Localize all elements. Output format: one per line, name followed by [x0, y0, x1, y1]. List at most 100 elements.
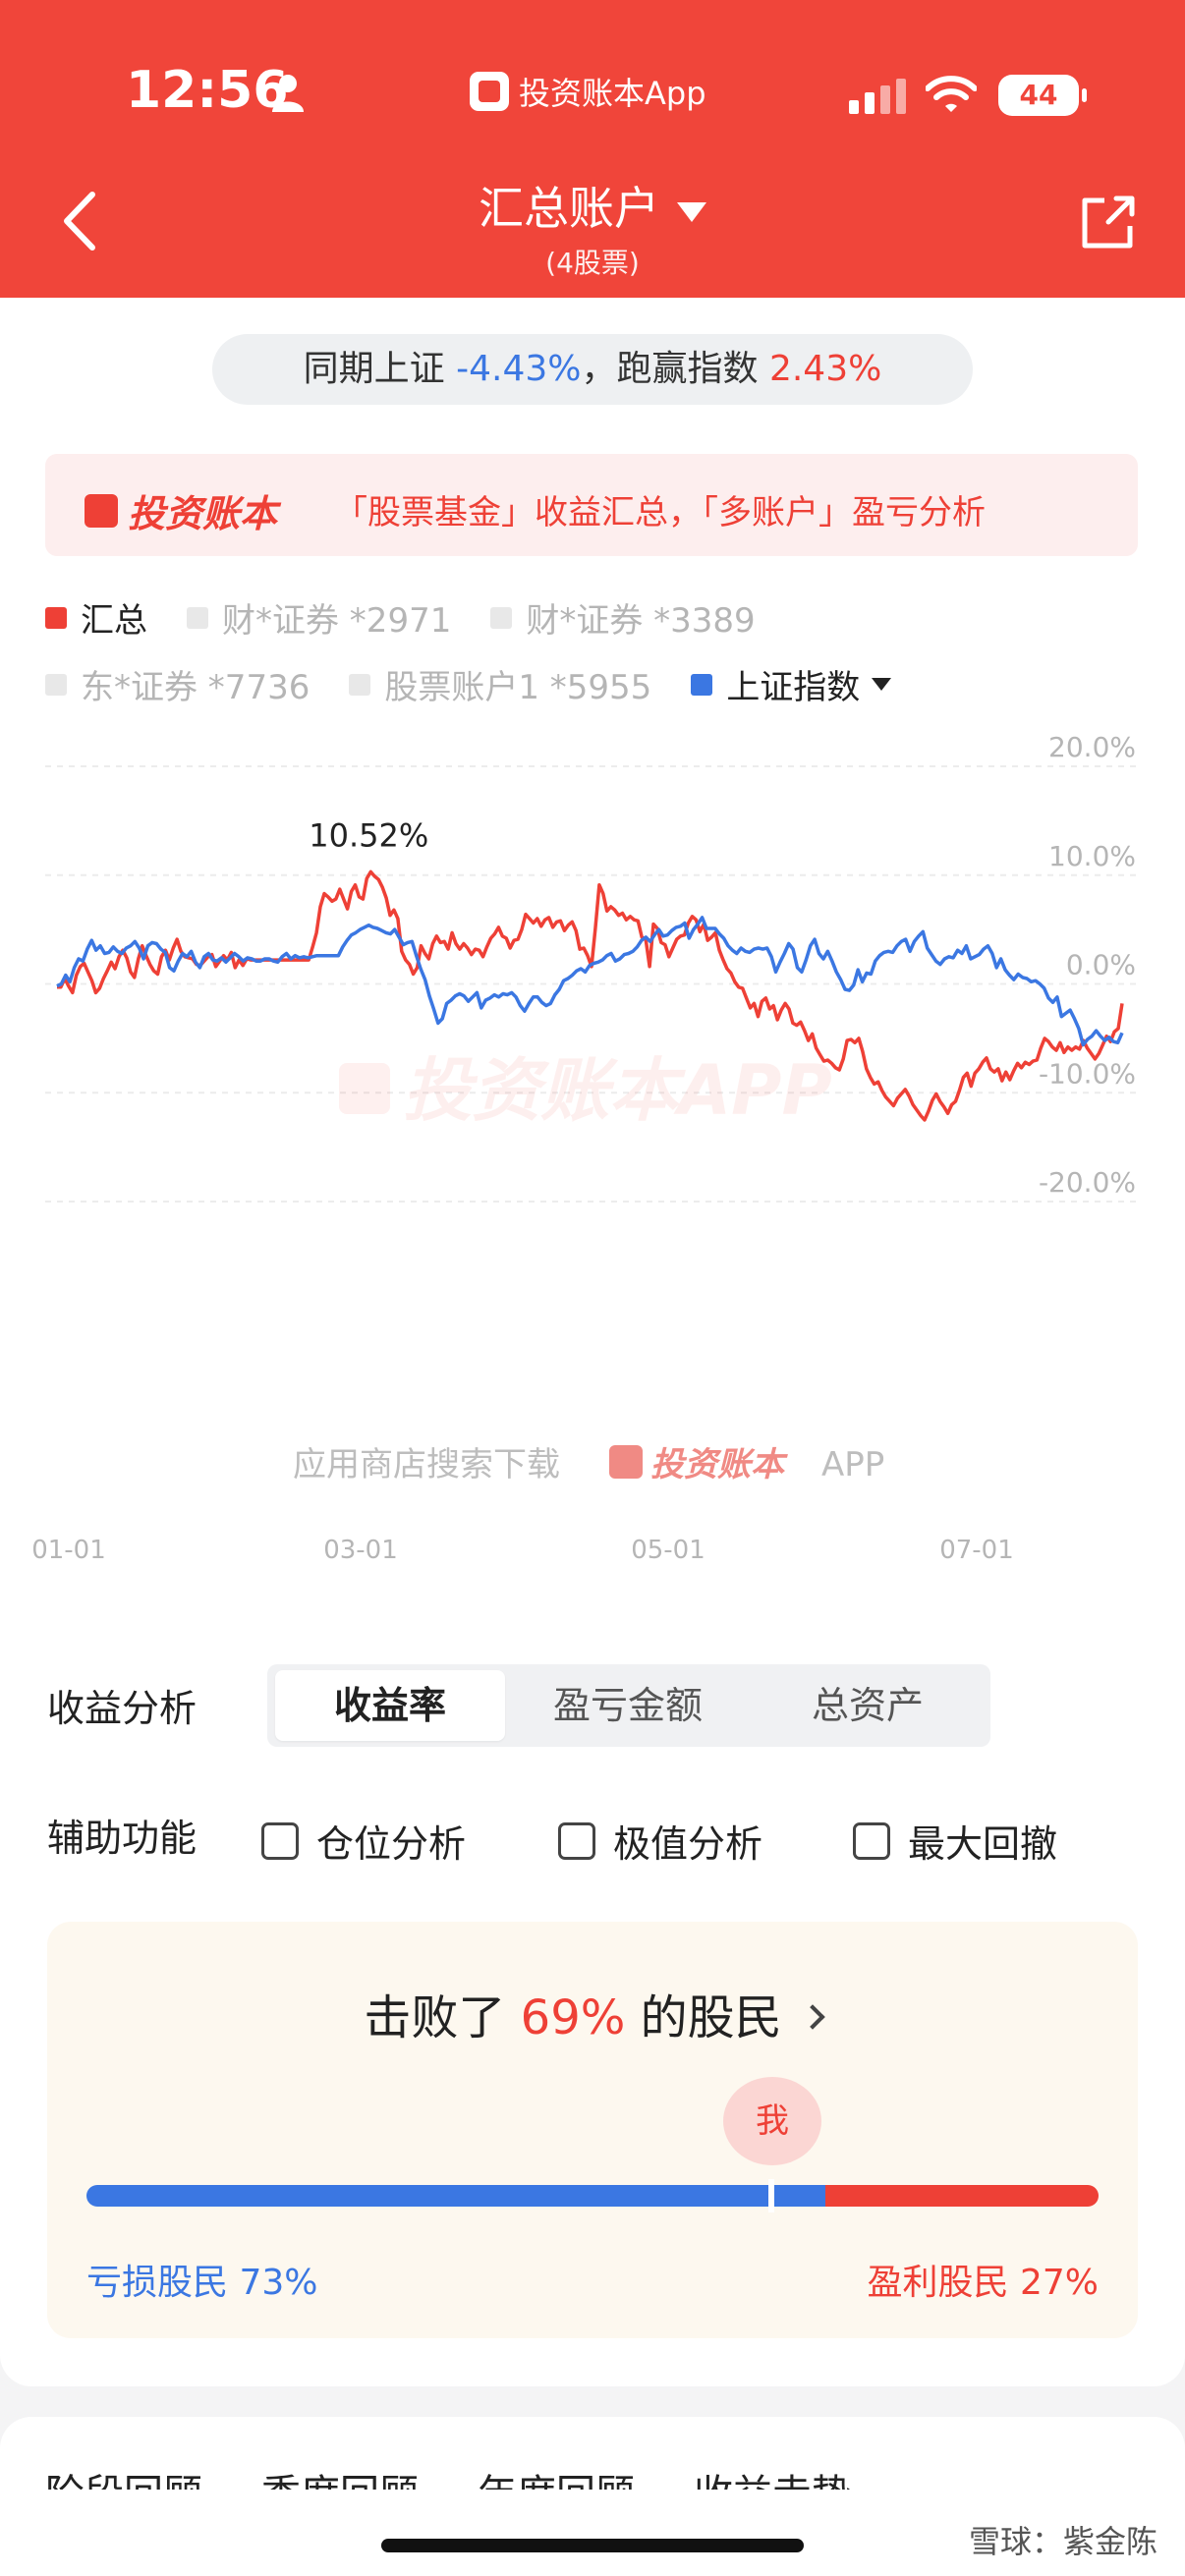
app-header: 12:56 投资账本App 44 汇总账户 (4股票)	[0, 0, 1185, 298]
ranking-percent: 69%	[520, 1990, 626, 2045]
aux-label: 辅助功能	[47, 1817, 198, 1860]
checkbox-icon	[261, 1821, 299, 1860]
legend-swatch	[45, 606, 67, 629]
caret-down-icon	[872, 678, 892, 691]
app-name: 投资账本App	[519, 75, 706, 112]
watermark-text: 投资账本APP	[403, 1050, 832, 1131]
legend-item-account-3389[interactable]: 财*证券 *3389	[490, 593, 756, 642]
checkbox-icon	[558, 1821, 595, 1860]
analysis-label: 收益分析	[47, 1687, 198, 1730]
x-axis: 01-01 03-01 05-01 07-01	[31, 1536, 1014, 1565]
account-selector[interactable]: 汇总账户	[0, 173, 1185, 238]
legend-swatch	[45, 673, 67, 696]
y-axis: 20.0% 10.0% 0.0% -10.0% -20.0%	[1039, 731, 1136, 1199]
promo-brand: 投资账本	[85, 483, 277, 537]
page-title: 汇总账户	[479, 182, 659, 235]
brand-logo-icon	[85, 493, 118, 528]
checkbox-position-analysis[interactable]: 仓位分析	[261, 1814, 466, 1868]
corner-watermark: 雪球：紫金陈	[968, 2523, 1157, 2560]
peak-marker: 10.52%	[309, 816, 428, 854]
tab-profit-amount[interactable]: 盈亏金额	[552, 1684, 703, 1727]
chart-series	[56, 869, 1124, 1122]
caret-down-icon	[677, 201, 706, 222]
y-tick-label: -20.0%	[1039, 1166, 1136, 1199]
battery-indicator: 44	[998, 75, 1087, 116]
tab-return-trend[interactable]: 收益走势	[694, 2462, 851, 2490]
distribution-bar	[86, 2185, 1099, 2207]
profit-label: 盈利股民 27%	[867, 2263, 1099, 2303]
index-return: -4.43%	[456, 349, 582, 389]
person-icon	[272, 75, 304, 112]
y-tick-label: 0.0%	[1066, 949, 1136, 981]
compare-prefix: 同期上证	[303, 349, 445, 389]
profit-segment	[824, 2185, 1099, 2207]
loss-segment	[86, 2185, 825, 2207]
watermark-logo-icon	[339, 1063, 390, 1114]
tab-quarter-review[interactable]: 季度回顾	[261, 2462, 419, 2490]
wifi-icon	[926, 76, 977, 112]
me-marker: 我	[723, 2077, 821, 2165]
status-time: 12:56	[126, 61, 289, 120]
legend-label: 上证指数	[726, 668, 861, 707]
home-indicator[interactable]	[381, 2539, 804, 2552]
download-brand: 投资账本	[650, 1445, 788, 1484]
legend-label: 股票账户1 *5955	[384, 668, 652, 707]
checkbox-label: 最大回撤	[908, 1822, 1058, 1866]
legend-item-sse-index[interactable]: 上证指数	[691, 660, 892, 708]
signal-icon	[849, 79, 906, 114]
legend-swatch	[187, 606, 208, 629]
review-tabs: 阶段回顾 季度回顾 年度回顾 收益走势	[45, 2462, 851, 2490]
promo-text: 「股票基金」收益汇总，「多账户」盈亏分析	[334, 493, 986, 532]
legend-swatch	[349, 673, 371, 696]
checkbox-label: 极值分析	[613, 1822, 763, 1866]
chart-legend-row-2: 东*证券 *7736 股票账户1 *5955 上证指数	[45, 660, 931, 708]
tab-total-assets[interactable]: 总资产	[811, 1684, 924, 1727]
excess-return: 2.43%	[768, 349, 882, 389]
y-tick-label: -10.0%	[1039, 1057, 1136, 1090]
peak-label: 10.52%	[309, 816, 428, 854]
legend-swatch	[490, 606, 513, 629]
chart-watermark: 投资账本APP	[339, 1050, 832, 1131]
x-tick-label: 05-01	[631, 1536, 705, 1565]
series-line	[56, 916, 1124, 1047]
download-suffix: APP	[821, 1445, 884, 1484]
x-tick-label: 01-01	[31, 1536, 106, 1565]
chart-grid	[45, 765, 1140, 1203]
back-arrow-icon[interactable]	[55, 187, 104, 255]
y-tick-label: 10.0%	[1048, 840, 1136, 872]
loss-label: 亏损股民 73%	[86, 2263, 318, 2303]
chart-legend-row-1: 汇总 财*证券 *2971 财*证券 *3389	[45, 593, 795, 642]
legend-item-account-2971[interactable]: 财*证券 *2971	[187, 593, 451, 642]
index-comparison: 同期上证 -4.43%，跑赢指数 2.43%	[212, 334, 973, 405]
legend-item-account-5955[interactable]: 股票账户1 *5955	[349, 660, 651, 708]
ranking-prefix: 击败了	[364, 1990, 506, 2045]
page-subtitle: (4股票)	[545, 247, 640, 279]
legend-item-summary[interactable]: 汇总	[45, 593, 147, 642]
checkbox-extreme-analysis[interactable]: 极值分析	[558, 1814, 762, 1868]
tab-return-rate[interactable]: 收益率	[275, 1670, 505, 1741]
checkbox-label: 仓位分析	[316, 1822, 467, 1866]
series-line	[57, 869, 1124, 1122]
legend-swatch	[691, 673, 713, 696]
x-tick-label: 03-01	[323, 1536, 398, 1565]
download-text: 应用商店搜索下载	[293, 1445, 560, 1484]
legend-label: 财*证券 *2971	[222, 601, 452, 641]
my-position-marker	[768, 2179, 774, 2212]
app-indicator[interactable]: 投资账本App	[470, 69, 706, 114]
ranking-suffix: 的股民	[640, 1990, 782, 2045]
ranking-title[interactable]: 击败了 69% 的股民	[47, 1979, 1138, 2047]
tab-stage-review[interactable]: 阶段回顾	[45, 2462, 202, 2490]
promo-banner[interactable]: 投资账本 「股票基金」收益汇总，「多账户」盈亏分析	[45, 454, 1138, 556]
checkbox-icon	[853, 1821, 890, 1860]
promo-brand-text: 投资账本	[128, 492, 278, 535]
share-icon[interactable]	[1079, 193, 1138, 252]
ranking-card[interactable]: 击败了 69% 的股民 我 亏损股民 73% 盈利股民 27%	[47, 1922, 1138, 2338]
app-logo-icon	[470, 72, 509, 111]
brand-logo-icon	[609, 1445, 643, 1479]
tab-year-review[interactable]: 年度回顾	[478, 2462, 635, 2490]
legend-label: 东*证券 *7736	[81, 668, 310, 707]
legend-item-account-7736[interactable]: 东*证券 *7736	[45, 660, 310, 708]
returns-chart[interactable]: 投资账本APP 20.0%10.0%0.0%-10.0%-20.0% 10.52…	[0, 727, 1185, 1592]
compare-mid: ，跑赢指数	[581, 349, 759, 389]
checkbox-max-drawdown[interactable]: 最大回撤	[853, 1814, 1057, 1868]
